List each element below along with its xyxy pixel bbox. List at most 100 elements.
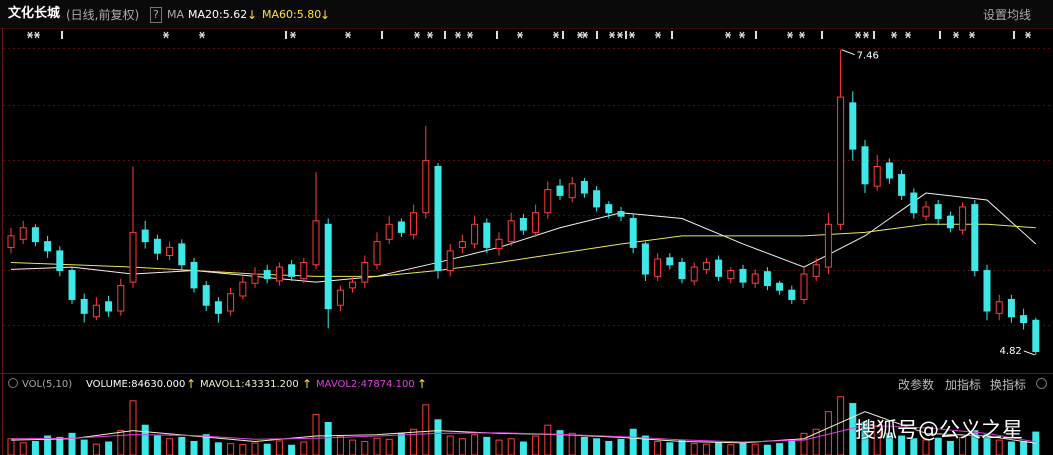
candle-body [629,218,637,248]
marker-stroke [787,31,793,39]
event-marker [414,31,420,39]
marker-stroke [969,31,975,39]
mavol1-arrow: ↑ [302,377,313,391]
candle-body [995,301,1003,314]
volume-bar [251,442,259,455]
candle-body [300,261,308,280]
candle-body [434,165,442,272]
candle-body [934,204,942,220]
candle-body [239,281,247,297]
candle-body [959,206,967,231]
marker-stroke [34,31,40,39]
candle-body [837,96,845,225]
volume-bar [946,440,954,455]
candle-body [727,270,735,280]
mavol2-legend: MAVOL2:47874.100 [316,379,415,390]
candle-body [983,270,991,312]
event-marker [725,31,731,39]
candle-body [275,266,283,282]
volume-bar [324,422,332,455]
button[interactable]: 改参数 [898,378,935,392]
volume-bar [275,440,283,455]
candle-body [946,215,954,229]
ma20-legend: MA20:5.62 [188,8,248,21]
volume-bar [812,428,820,455]
event-marker [1025,31,1031,39]
marker-stroke [517,31,523,39]
marker-stroke [855,31,861,39]
event-marker [427,31,433,39]
mavol2-arrow: ↑ [417,377,428,391]
volume-bar [410,428,418,455]
candle-body [849,102,857,150]
help-button[interactable]: ? [150,7,162,23]
event-marker [290,31,296,39]
marker-stroke [891,31,897,39]
volume-bar [385,438,393,455]
volume-bar [361,440,369,455]
button[interactable]: 换指标 [990,378,1027,392]
marker-stroke [163,31,169,39]
event-marker [199,31,205,39]
ma60-arrow: ↓ [320,8,331,22]
candle-body [654,258,662,277]
volume-arrow: ↑ [186,377,197,391]
candle-body [7,235,15,248]
marker-stroke [1025,31,1031,39]
volume-bar [910,438,918,455]
candle-body [214,301,222,314]
candle-body [483,222,491,248]
event-marker [553,31,559,39]
volume-bar [690,443,698,455]
candle-body [44,241,52,252]
volume-bar [556,430,564,455]
volume-bar [593,438,601,455]
volume-bar [519,441,527,455]
volume-bar [19,442,27,455]
marker-stroke [345,31,351,39]
volume-bar [349,439,357,455]
candle-body [105,301,113,312]
event-marker [855,31,861,39]
marker-stroke [799,31,805,39]
candle-body [117,285,125,312]
candle-body [202,285,210,306]
candle-body [824,223,832,268]
close-icon[interactable] [1036,378,1047,389]
annotation-arrow [841,49,855,56]
candle-body [1032,319,1040,352]
event-marker [655,31,661,39]
event-marker [467,31,473,39]
candle-body [410,212,418,236]
volume-bar [934,437,942,455]
candle-body [532,212,540,233]
settings-button[interactable]: 设置均线 [983,8,1032,22]
volume-bar [483,436,491,455]
candle-body [471,223,479,245]
candle-body [153,238,161,254]
marker-stroke [290,31,296,39]
candle-body [617,211,625,217]
volume-bar [178,436,186,455]
event-marker [163,31,169,39]
candle-body [458,241,466,248]
candle-body [788,289,796,300]
candle-body [507,220,515,243]
marker-stroke [199,31,205,39]
grid [3,48,1053,326]
event-marker [863,31,869,39]
marker-stroke [553,31,559,39]
volume-bar [80,439,88,455]
marker-stroke [617,31,623,39]
event-marker [953,31,959,39]
volume-bar [873,426,881,455]
period: (日线,前复权) [66,8,140,22]
candle-body [92,304,100,318]
volume-bar [885,432,893,455]
button[interactable]: 加指标 [945,378,982,392]
candle-body [763,271,771,287]
candle-body [739,268,747,283]
candle-body [446,250,454,272]
volume-bar [92,443,100,455]
volume-bar [105,441,113,455]
